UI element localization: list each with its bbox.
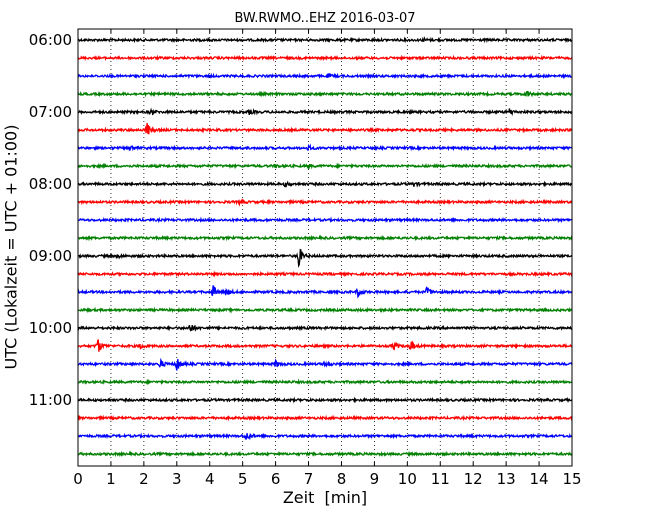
x-tick-label-11: 11 [431,470,450,488]
x-tick-label-2: 2 [139,470,149,488]
trace-1100 [77,396,573,404]
trace-1115 [77,414,573,422]
y-tick-label-1000: 10:00 [29,319,72,337]
trace-group [77,36,573,458]
trace-0945 [77,306,573,314]
x-tick-label-7: 7 [304,470,314,488]
y-tick-label-0900: 09:00 [29,247,72,265]
plot-frame [77,28,573,467]
x-tick-label-8: 8 [337,470,347,488]
y-tick-label-1100: 11:00 [29,391,72,409]
trace-0830 [77,216,573,224]
x-tick-label-1: 1 [106,470,116,488]
trace-1145 [77,450,573,458]
y-tick-label-0800: 08:00 [29,175,72,193]
x-tick-label-9: 9 [370,470,380,488]
trace-1130 [77,432,573,441]
trace-1015 [77,339,573,352]
trace-0930 [77,285,573,299]
trace-0730 [77,143,573,152]
trace-1000 [77,324,573,332]
x-tick-label-15: 15 [562,470,581,488]
trace-0900 [77,248,573,268]
trace-0845 [77,234,573,242]
trace-0715 [77,122,573,135]
trace-1045 [77,378,573,386]
x-axis: 0 1 2 3 4 5 6 7 8 9 10 11 12 13 14 15 [73,29,582,488]
trace-0615 [77,54,573,62]
grid-lines [110,29,540,466]
x-tick-label-13: 13 [497,470,516,488]
trace-0645 [77,90,573,98]
x-tick-label-3: 3 [172,470,182,488]
trace-0600 [77,36,573,44]
trace-0630 [77,72,573,80]
x-tick-label-6: 6 [271,470,281,488]
trace-0700 [77,107,573,117]
x-axis-label: Zeit [min] [282,488,368,507]
x-tick-label-4: 4 [205,470,215,488]
x-tick-label-12: 12 [464,470,483,488]
x-tick-label-0: 0 [73,470,83,488]
y-tick-label-0600: 06:00 [29,31,72,49]
x-tick-label-10: 10 [398,470,417,488]
trace-0915 [77,270,573,278]
x-tick-label-5: 5 [238,470,248,488]
trace-0745 [77,162,573,170]
chart-title: BW.RWMO..EHZ 2016-03-07 [234,11,416,26]
trace-0800 [77,180,573,188]
y-axis: 06:00 07:00 08:00 09:00 10:00 11:00 [29,31,82,409]
trace-0815 [77,198,573,207]
trace-1030 [77,357,573,371]
y-tick-label-0700: 07:00 [29,103,72,121]
x-tick-label-14: 14 [530,470,549,488]
